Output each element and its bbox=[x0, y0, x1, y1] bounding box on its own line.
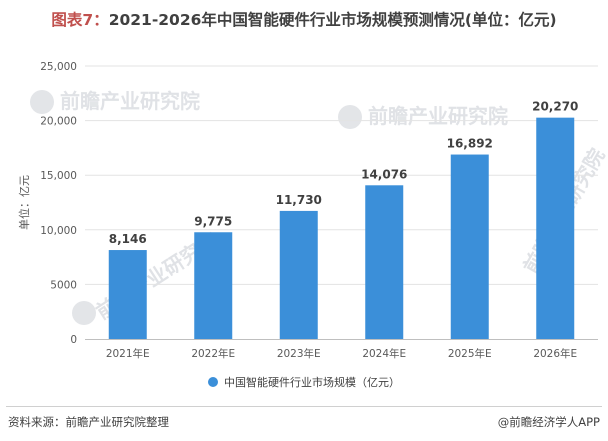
bar-value-labels: 8,146 9,775 11,730 14,076 16,892 20,270 bbox=[109, 100, 579, 246]
credit-note: @前瞻经济学人APP bbox=[497, 415, 600, 429]
legend: 中国智能硬件行业市场规模（亿元） bbox=[0, 374, 608, 390]
y-axis-label: 单位：亿元 bbox=[17, 175, 31, 230]
bar bbox=[108, 250, 147, 339]
bar bbox=[450, 154, 489, 339]
bar-series bbox=[108, 117, 575, 339]
y-tick-label: 15,000 bbox=[40, 170, 77, 182]
chart-title: 图表7：2021-2026年中国智能硬件行业市场规模预测情况(单位：亿元) bbox=[0, 8, 608, 30]
watermark-text: 前瞻产业研究院 bbox=[368, 104, 508, 128]
x-axis-ticks: 2021年E 2022年E 2023年E 2024年E 2025年E 2026年E bbox=[106, 347, 577, 360]
bar bbox=[194, 232, 233, 339]
y-tick-label: 20,000 bbox=[40, 116, 77, 128]
x-tick-label: 2026年E bbox=[533, 347, 577, 360]
source-note: 资料来源：前瞻产业研究院整理 bbox=[8, 415, 169, 429]
bar-value-label: 9,775 bbox=[194, 214, 232, 228]
bar-value-label: 11,730 bbox=[276, 193, 322, 207]
legend-marker-icon bbox=[208, 377, 218, 387]
x-tick-label: 2025年E bbox=[448, 347, 492, 360]
bar bbox=[536, 117, 575, 339]
watermark-text: 前瞻产业研究院 bbox=[60, 89, 200, 113]
bar-value-label: 20,270 bbox=[532, 100, 578, 114]
watermark-logo-1: 前瞻产业研究院 bbox=[30, 89, 200, 114]
footer-divider bbox=[6, 406, 602, 407]
x-tick-label: 2024年E bbox=[362, 347, 406, 360]
chart-title-main: 2021-2026年中国智能硬件行业市场规模预测情况(单位：亿元) bbox=[108, 11, 557, 29]
bar bbox=[279, 210, 318, 339]
y-axis-ticks: 0 5000 10,000 15,000 20,000 25,000 bbox=[40, 61, 77, 346]
y-gridlines bbox=[85, 65, 598, 285]
chart-title-prefix: 图表7： bbox=[51, 11, 109, 29]
bar-value-label: 8,146 bbox=[109, 232, 147, 246]
bar-value-label: 16,892 bbox=[447, 137, 493, 151]
y-tick-label: 0 bbox=[70, 334, 77, 346]
bar bbox=[365, 185, 404, 339]
y-tick-label: 10,000 bbox=[40, 225, 77, 237]
x-tick-label: 2023年E bbox=[277, 347, 321, 360]
watermark-logo-2: 前瞻产业研究院 bbox=[338, 104, 508, 129]
bar-value-label: 14,076 bbox=[361, 167, 407, 181]
x-tick-label: 2021年E bbox=[106, 347, 150, 360]
y-tick-label: 25,000 bbox=[40, 61, 77, 73]
y-tick-label: 5000 bbox=[50, 279, 77, 291]
legend-label: 中国智能硬件行业市场规模（亿元） bbox=[224, 376, 400, 389]
x-tick-label: 2022年E bbox=[191, 347, 235, 360]
